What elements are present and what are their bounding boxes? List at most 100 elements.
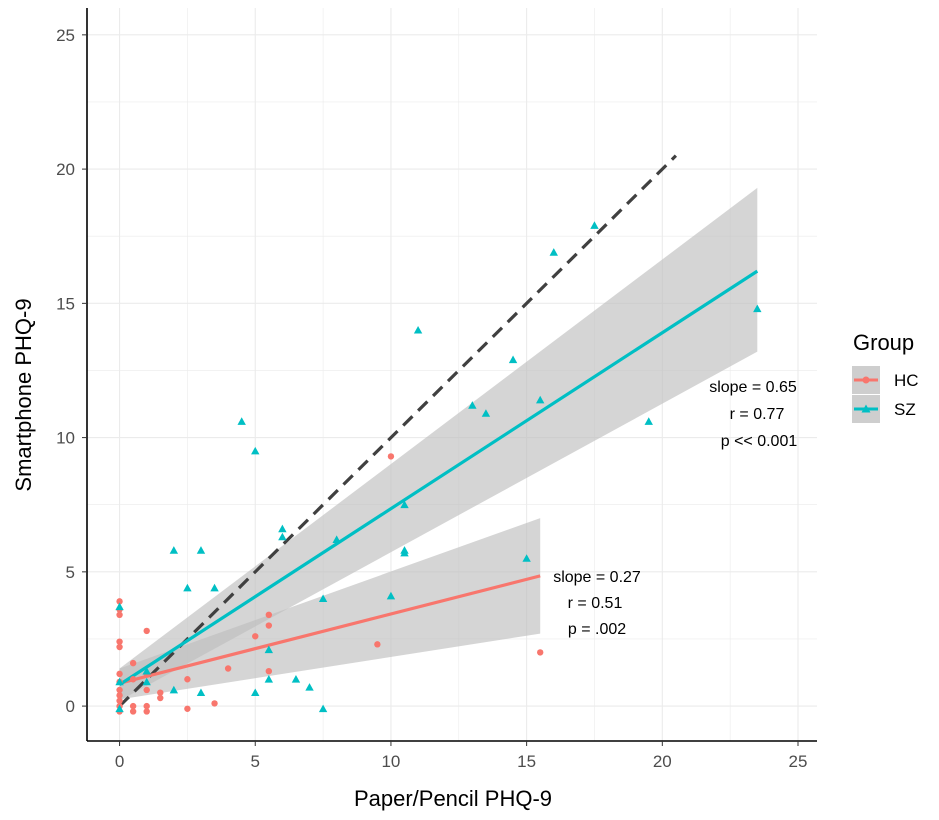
hc-data-point	[157, 694, 164, 702]
sz-data-point	[115, 704, 124, 713]
legend-key-hc-marker	[862, 376, 870, 384]
sz-confidence-ribbon	[119, 187, 758, 701]
sz-data-point	[318, 594, 328, 603]
sz-data-point	[481, 409, 491, 417]
sz-data-point	[183, 583, 192, 592]
hc-data-point	[252, 633, 259, 640]
x-tick-label: 25	[789, 752, 808, 771]
hc-regression-line	[119, 574, 541, 685]
y-tick-label: 15	[56, 294, 75, 313]
identity-line-layer	[118, 154, 678, 708]
sz-annotation: slope = 0.65 r = 0.77 p << 0.001	[709, 379, 797, 450]
sz-data-point	[115, 677, 124, 686]
sz-data-point	[264, 675, 274, 683]
sz-data-point	[251, 446, 260, 455]
sz-data-point	[590, 221, 599, 229]
sz-data-point	[549, 248, 558, 256]
hc-data-point	[265, 667, 273, 675]
sz-data-point	[413, 325, 423, 334]
legend: Group HC SZ	[852, 330, 919, 423]
hc-data-point	[129, 708, 137, 715]
regression-lines	[118, 269, 759, 686]
y-axis-title: Smartphone PHQ-9	[11, 298, 36, 491]
hc-data-point	[374, 641, 381, 648]
hc-data-point	[129, 702, 137, 710]
hc-data-point	[536, 649, 544, 656]
y-tick-label: 25	[56, 26, 75, 45]
sz-data-point	[210, 583, 219, 592]
hc-data-point	[184, 676, 191, 683]
hc-data-point	[143, 627, 150, 635]
sz-data-point	[169, 546, 179, 554]
sz-data-point	[251, 688, 260, 697]
axes	[86, 8, 817, 742]
sz-data-point	[468, 401, 477, 409]
sz-data-point	[196, 546, 206, 554]
sz-data-point	[400, 548, 409, 557]
sz-data-point	[318, 704, 328, 713]
hc-data-point	[143, 686, 150, 694]
hc-data-point	[116, 686, 123, 694]
hc-annotation-r: r = 0.51	[568, 595, 623, 612]
sz-data-point	[508, 355, 518, 364]
hc-data-point	[211, 700, 218, 707]
hc-data-point	[265, 611, 273, 619]
y-tick-label: 10	[56, 429, 75, 448]
sz-data-point	[291, 675, 301, 683]
sz-annotation-p: p << 0.001	[721, 433, 798, 450]
sz-data-point	[753, 304, 762, 313]
sz-data-point	[400, 500, 409, 509]
hc-data-point	[116, 697, 123, 704]
sz-data-point	[115, 602, 124, 611]
confidence-ribbons	[119, 187, 758, 701]
sz-data-point	[522, 554, 531, 562]
hc-data-point	[116, 670, 123, 678]
hc-data-point	[184, 705, 191, 712]
tick-labels: 0 5 10 15 20 25 0 5 10 15 20 25	[56, 26, 807, 771]
identity-dashed-line	[118, 154, 678, 708]
hc-annotation-p: p = .002	[568, 621, 626, 638]
sz-data-point	[169, 685, 179, 694]
hc-data-point	[116, 611, 123, 619]
x-tick-label: 10	[381, 752, 400, 771]
x-tick-label: 15	[517, 752, 536, 771]
sz-data-point	[644, 417, 653, 425]
legend-key-sz-marker	[861, 404, 871, 413]
hc-data-point	[143, 702, 150, 710]
hc-data-point	[129, 676, 137, 683]
x-tick-label: 20	[653, 752, 672, 771]
sz-data-point	[142, 677, 151, 686]
sz-annotation-r: r = 0.77	[730, 406, 785, 423]
sz-data-point	[196, 688, 206, 697]
sz-data-point	[535, 395, 545, 404]
hc-data-point	[157, 689, 164, 696]
hc-data-point	[265, 622, 273, 629]
legend-label-sz: SZ	[894, 400, 916, 419]
sz-data-point	[305, 683, 314, 691]
sz-data-point	[264, 645, 274, 654]
x-tick-label: 5	[251, 752, 260, 771]
x-axis-title: Paper/Pencil PHQ-9	[354, 786, 552, 811]
hc-data-point	[116, 643, 123, 651]
y-tick-label: 5	[66, 563, 75, 582]
hc-data-point	[116, 692, 123, 699]
sz-data-point	[278, 524, 287, 533]
data-points	[115, 221, 762, 715]
sz-data-point	[386, 591, 396, 600]
sz-data-point	[237, 417, 246, 425]
hc-data-point	[116, 598, 123, 605]
hc-confidence-ribbon	[119, 518, 541, 700]
hc-data-point	[387, 453, 395, 460]
sz-data-point	[142, 666, 151, 675]
hc-data-point	[116, 638, 123, 645]
hc-annotation: slope = 0.27 r = 0.51 p = .002	[553, 569, 641, 638]
hc-data-point	[224, 665, 232, 672]
sz-data-point	[332, 535, 341, 543]
hc-data-point	[143, 708, 150, 715]
hc-annotation-slope: slope = 0.27	[553, 569, 641, 586]
legend-label-hc: HC	[894, 371, 919, 390]
hc-data-point	[129, 659, 137, 667]
x-tick-label: 0	[115, 752, 124, 771]
